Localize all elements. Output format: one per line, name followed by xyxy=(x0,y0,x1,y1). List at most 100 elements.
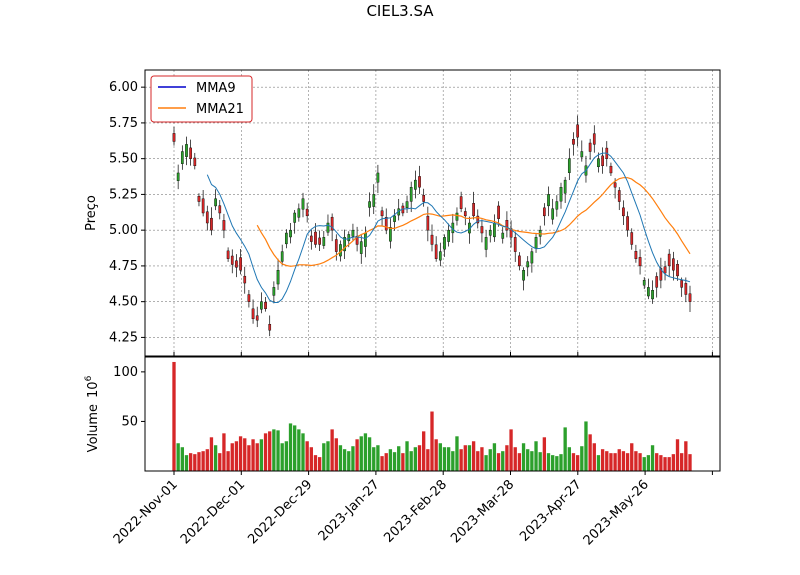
candle-down xyxy=(226,250,230,259)
candle-up xyxy=(322,237,326,246)
volume-bar-up xyxy=(301,433,305,471)
volume-bar-down xyxy=(251,439,255,471)
candle-down xyxy=(509,228,513,238)
volume-bar-down xyxy=(201,451,205,471)
candle-down xyxy=(617,190,621,202)
candle-up xyxy=(180,151,184,164)
volume-bar-up xyxy=(642,457,646,471)
volume-bar-down xyxy=(655,453,659,471)
candle-up xyxy=(534,237,538,249)
candle-down xyxy=(630,232,634,245)
volume-tick-label: 100 xyxy=(113,365,138,380)
volume-y-label-text: Volume xyxy=(86,404,101,452)
mma9-line xyxy=(206,152,691,303)
candle-up xyxy=(393,215,396,222)
volume-bar-down xyxy=(380,456,384,471)
volume-bar-down xyxy=(688,454,692,471)
candle-up xyxy=(447,229,450,242)
price-tick-label: 6.00 xyxy=(109,80,138,95)
volume-bar-up xyxy=(347,451,351,471)
price-y-ticks: 4.25 4.50 4.75 5.00 5.25 5.50 5.75 6.00 xyxy=(109,80,145,345)
volume-bar-down xyxy=(255,443,259,471)
candle-down xyxy=(218,205,222,214)
volume-bar-down xyxy=(663,457,667,471)
volume-bar-up xyxy=(521,443,526,471)
volume-bar-up xyxy=(451,451,455,471)
volume-bar-down xyxy=(355,439,359,471)
volume-bar-up xyxy=(488,449,492,471)
volume-bar-up xyxy=(596,455,601,471)
volume-bar-up xyxy=(388,449,393,471)
candle-down xyxy=(592,133,596,145)
volume-bar-up xyxy=(546,453,551,471)
candle-down xyxy=(463,211,467,217)
x-tick-label: 2023-Feb-28 xyxy=(381,477,450,546)
volume-y-label: Volume 106 xyxy=(84,375,101,452)
volume-bar-up xyxy=(342,449,347,471)
candle-up xyxy=(297,208,301,218)
volume-bar-down xyxy=(634,451,638,471)
volume-bar-down xyxy=(613,453,617,471)
volume-bar-down xyxy=(234,441,239,471)
mma21-line xyxy=(256,177,691,267)
candle-up xyxy=(455,212,459,221)
candle-down xyxy=(247,294,251,302)
volume-bar-up xyxy=(405,441,409,471)
candle-down xyxy=(255,315,259,321)
candle-up xyxy=(185,144,188,157)
candle-down xyxy=(688,293,692,302)
volume-bar-down xyxy=(509,429,513,471)
volume-bar-down xyxy=(480,447,484,471)
volume-bar-up xyxy=(559,454,563,471)
volume-bar-up xyxy=(284,441,289,471)
volume-bar-down xyxy=(600,449,605,471)
volume-bar-down xyxy=(621,451,626,471)
candle-up xyxy=(372,194,376,207)
volume-bar-up xyxy=(351,446,355,471)
volume-bar-up xyxy=(297,429,301,471)
volume-bar-up xyxy=(397,446,401,471)
volume-bar-down xyxy=(238,436,243,471)
volume-bar-down xyxy=(659,455,663,471)
volume-bar-down xyxy=(172,361,176,471)
volume-bar-up xyxy=(409,451,413,471)
price-panel-border xyxy=(144,69,721,357)
volume-bar-down xyxy=(592,443,596,471)
candle-down xyxy=(613,182,617,188)
volume-bar-up xyxy=(438,443,442,471)
volume-bar-down xyxy=(218,453,222,471)
candle-down xyxy=(472,203,475,217)
volume-bars xyxy=(172,361,692,471)
volume-bar-down xyxy=(496,453,501,471)
volume-bar-down xyxy=(638,453,642,471)
volume-bar-down xyxy=(625,453,630,471)
volume-bar-up xyxy=(650,445,655,471)
volume-bar-down xyxy=(193,454,197,471)
candle-up xyxy=(651,290,654,300)
volume-bar-up xyxy=(293,425,297,471)
volume-bar-down xyxy=(426,449,430,471)
volume-bar-down xyxy=(680,453,684,471)
volume-bar-up xyxy=(272,429,276,471)
candle-up xyxy=(293,212,297,223)
candle-up xyxy=(347,234,351,242)
volume-bar-down xyxy=(571,453,576,471)
candle-down xyxy=(497,205,500,219)
volume-bar-down xyxy=(667,457,671,471)
candle-down xyxy=(430,234,434,245)
volume-bar-up xyxy=(359,436,363,471)
candle-up xyxy=(272,287,276,296)
candle-down xyxy=(222,220,226,231)
candle-up xyxy=(285,232,288,245)
candle-down xyxy=(543,207,546,217)
volume-bar-up xyxy=(176,443,180,471)
volume-bar-down xyxy=(197,452,201,471)
candle-down xyxy=(235,260,238,268)
volume-bar-up xyxy=(646,455,651,471)
candle-down xyxy=(239,257,242,271)
x-tick-label: 2023-Jan-27 xyxy=(316,477,383,544)
candle-down xyxy=(384,216,388,231)
volume-y-label-power: 6 xyxy=(84,375,94,381)
volume-bar-up xyxy=(184,455,189,471)
